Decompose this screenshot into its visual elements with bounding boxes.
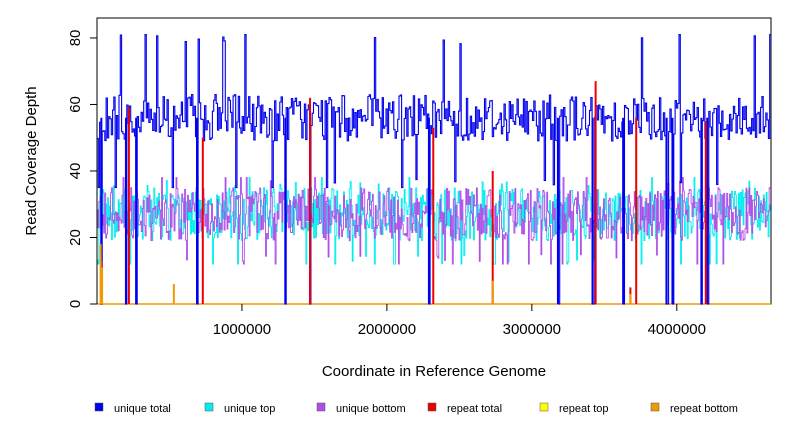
series-layer [97, 34, 771, 305]
y-tick-label: 20 [67, 229, 84, 246]
legend: unique total unique top unique bottom repea… [94, 402, 738, 415]
legend-label: unique total [114, 403, 171, 415]
y-tick-label: 60 [67, 96, 84, 113]
axis-layer: 0 20 40 60 80 1000000 2000000 3000000 4000000 [67, 30, 706, 338]
legend-label: repeat bottom [670, 403, 738, 415]
legend-swatch [94, 402, 104, 412]
series-unique-total [97, 34, 771, 305]
x-tick-label: 2000000 [358, 321, 416, 338]
y-axis-title: Read Coverage Depth [23, 86, 40, 235]
legend-swatch [204, 402, 214, 412]
x-tick-label: 4000000 [648, 321, 706, 338]
y-tick-label: 80 [67, 30, 84, 47]
x-tick-label: 1000000 [213, 321, 271, 338]
legend-item: repeat bottom [650, 402, 738, 415]
legend-item: unique top [204, 402, 275, 415]
legend-item: unique bottom [316, 402, 406, 415]
legend-swatch [316, 402, 326, 412]
legend-swatch [539, 402, 549, 412]
legend-swatch [650, 402, 660, 412]
legend-label: unique bottom [336, 403, 406, 415]
y-tick-label: 0 [67, 300, 84, 308]
legend-label: unique top [224, 403, 275, 415]
legend-label: repeat top [559, 403, 609, 415]
legend-item: repeat top [539, 402, 609, 415]
x-axis-title: Coordinate in Reference Genome [322, 363, 546, 380]
legend-item: repeat total [427, 402, 502, 415]
legend-label: repeat total [447, 403, 502, 415]
x-tick-label: 3000000 [503, 321, 561, 338]
legend-item: unique total [94, 402, 171, 415]
legend-swatch [427, 402, 437, 412]
y-tick-label: 40 [67, 163, 84, 180]
